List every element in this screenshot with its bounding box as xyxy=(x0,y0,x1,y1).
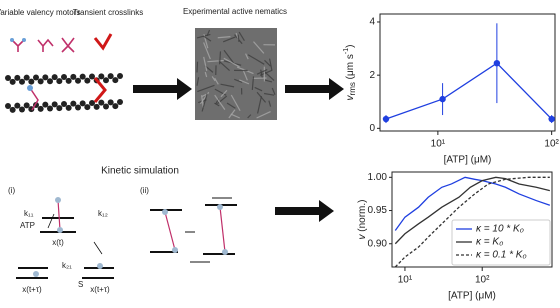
x-tick-label: 10¹ xyxy=(431,139,446,150)
filament-bead xyxy=(117,73,123,79)
y-tick-label: 0 xyxy=(369,123,375,134)
filament-bead xyxy=(117,99,123,105)
filament-bead xyxy=(66,78,72,84)
y-axis-label: v (norm.) xyxy=(357,200,368,240)
xt-label: x(t) xyxy=(52,238,64,247)
filament-bead xyxy=(24,75,30,81)
plot-frame xyxy=(380,14,555,131)
data-point xyxy=(548,116,554,122)
y-axis-label: vrms (μm s-1) xyxy=(343,45,357,101)
xt-tau-right-label: x(t+τ) xyxy=(90,285,110,294)
figure: Variable valency motors Transient crossl… xyxy=(0,0,560,308)
filament-bead xyxy=(42,74,48,80)
filaments xyxy=(5,73,123,113)
filament-bead xyxy=(98,73,104,79)
filament-bead xyxy=(103,104,109,110)
filament-bead xyxy=(24,102,30,108)
filament-bead xyxy=(14,103,20,109)
y-tick-label: 1.00 xyxy=(368,172,388,183)
filament-bead xyxy=(56,78,62,84)
sim-diagram xyxy=(16,198,237,278)
k11-label: k₁₁ xyxy=(24,209,34,218)
filament-bead xyxy=(108,99,114,105)
data-point xyxy=(439,96,445,102)
filament-bead xyxy=(5,75,11,81)
series-line xyxy=(386,63,552,119)
filament-bead xyxy=(14,75,20,81)
y-axis-label-part: rms xyxy=(348,82,357,95)
x-axis-label: [ATP] (μM) xyxy=(444,155,492,166)
filament-bead xyxy=(112,77,118,83)
filament-bead xyxy=(112,103,118,109)
filament-bead xyxy=(66,105,72,111)
filament-bead xyxy=(10,107,16,113)
y-axis-label-part: ) xyxy=(345,45,356,48)
filament-bead xyxy=(108,73,114,79)
atp-label: ATP xyxy=(20,221,35,230)
filament-bead xyxy=(70,101,76,107)
filament-bead xyxy=(98,100,104,106)
simulation-label: Kinetic simulation xyxy=(101,166,179,177)
data-point xyxy=(494,60,500,66)
legend-label: κ = K₀ xyxy=(476,237,503,248)
filament-bead xyxy=(94,104,100,110)
y-tick-label: 2 xyxy=(369,70,375,81)
filament-bead xyxy=(38,78,44,84)
filament-bead xyxy=(61,101,67,107)
filament-bead xyxy=(10,79,16,85)
filament-bead xyxy=(70,74,76,80)
k21-label: k₂₁ xyxy=(62,261,72,270)
x-tick-label: 10¹ xyxy=(398,275,413,286)
crosslinks-label: Transient crosslinks xyxy=(73,8,143,17)
filament-bead xyxy=(89,74,95,80)
charts: 0 2 4 10¹ 10² [ATP] (μM) vrms (μm s-1) 0.90 0.95… xyxy=(343,14,560,302)
k12-label: k₁₂ xyxy=(98,209,108,218)
filament-bead xyxy=(47,78,53,84)
filament-bead xyxy=(38,106,44,112)
filament-bead xyxy=(5,103,11,109)
filament-bead xyxy=(61,74,67,80)
filament-bead xyxy=(28,79,34,85)
filament-bead xyxy=(56,105,62,111)
filament-bead xyxy=(103,77,109,83)
y-axis-label-part: (norm.) xyxy=(357,200,368,235)
motor-icons xyxy=(10,34,111,52)
filament-bead xyxy=(80,100,86,106)
filament-bead xyxy=(42,102,48,108)
panel-i-label: (i) xyxy=(8,186,15,195)
x-tick-label: 10² xyxy=(544,139,559,150)
filament-bead xyxy=(19,79,25,85)
x-axis-label: [ATP] (μM) xyxy=(448,291,496,302)
texture-streak xyxy=(197,62,198,73)
filament-bead xyxy=(52,74,58,80)
y-axis-label-part: (μm s xyxy=(345,54,356,82)
x-tick-label: 10² xyxy=(475,275,490,286)
legend-label: κ = 0.1 * K₀ xyxy=(476,250,527,261)
legend-label: κ = 10 * K₀ xyxy=(476,224,524,235)
s-label: S xyxy=(78,280,83,289)
panel-ii-label: (ii) xyxy=(140,186,149,195)
data-point xyxy=(383,116,389,122)
y-tick-label: 4 xyxy=(369,17,375,28)
filament-bead xyxy=(47,106,53,112)
y-tick-label: 0.95 xyxy=(368,205,388,216)
filament-bead xyxy=(52,101,58,107)
filament-bead xyxy=(75,105,81,111)
motors-label: Variable valency motors xyxy=(0,8,80,17)
filament-bead xyxy=(19,107,25,113)
filament-bead xyxy=(84,78,90,84)
filament-bead xyxy=(84,104,90,110)
filament-bead xyxy=(33,75,39,81)
xt-tau-left-label: x(t+τ) xyxy=(22,285,42,294)
filament-bead xyxy=(75,78,81,84)
experiment-label: Experimental active nematics xyxy=(183,7,287,16)
texture-streak xyxy=(238,35,239,42)
y-tick-label: 0.90 xyxy=(368,238,388,249)
filament-bead xyxy=(80,74,86,80)
